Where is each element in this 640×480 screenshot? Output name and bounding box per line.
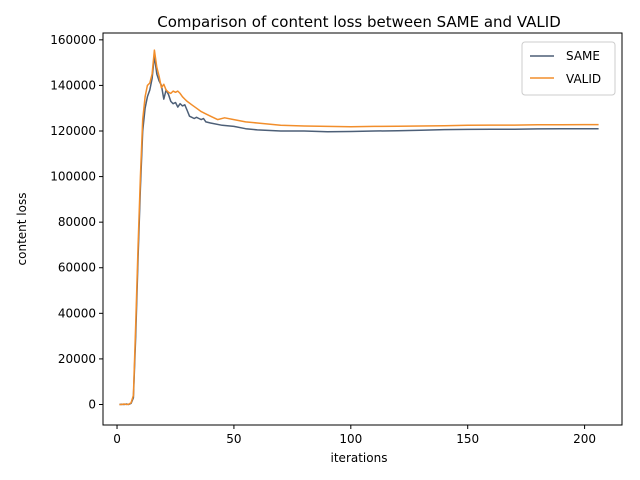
series-lines — [119, 49, 599, 406]
x-tick-label: 50 — [226, 432, 241, 446]
y-tick-label: 80000 — [58, 215, 96, 229]
legend: SAME VALID — [521, 41, 616, 96]
y-tick-label: 40000 — [58, 306, 96, 320]
x-tick-label: 200 — [573, 432, 596, 446]
y-axis-label: content loss — [15, 193, 29, 266]
x-axis-label: iterations — [331, 451, 388, 465]
legend-label-valid: VALID — [566, 72, 601, 86]
x-tick-label: 100 — [339, 432, 362, 446]
series-line-valid — [119, 49, 599, 406]
y-tick-label: 20000 — [58, 352, 96, 366]
x-axis-ticks: 0 50 100 150 200 — [113, 425, 596, 446]
y-tick-label: 120000 — [50, 124, 96, 138]
x-tick-label: 0 — [113, 432, 121, 446]
x-tick-label: 150 — [456, 432, 479, 446]
chart-title: Comparison of content loss between SAME … — [157, 13, 561, 31]
y-tick-label: 60000 — [58, 261, 96, 275]
y-tick-label: 140000 — [50, 78, 96, 92]
y-tick-label: 0 — [88, 397, 96, 411]
y-tick-label: 100000 — [50, 170, 96, 184]
y-axis-ticks: 0 20000 40000 60000 80000 100000 120000 140000 1… — [50, 33, 103, 411]
legend-label-same: SAME — [566, 49, 600, 63]
plot-frame — [102, 32, 623, 426]
y-tick-label: 160000 — [50, 33, 96, 47]
